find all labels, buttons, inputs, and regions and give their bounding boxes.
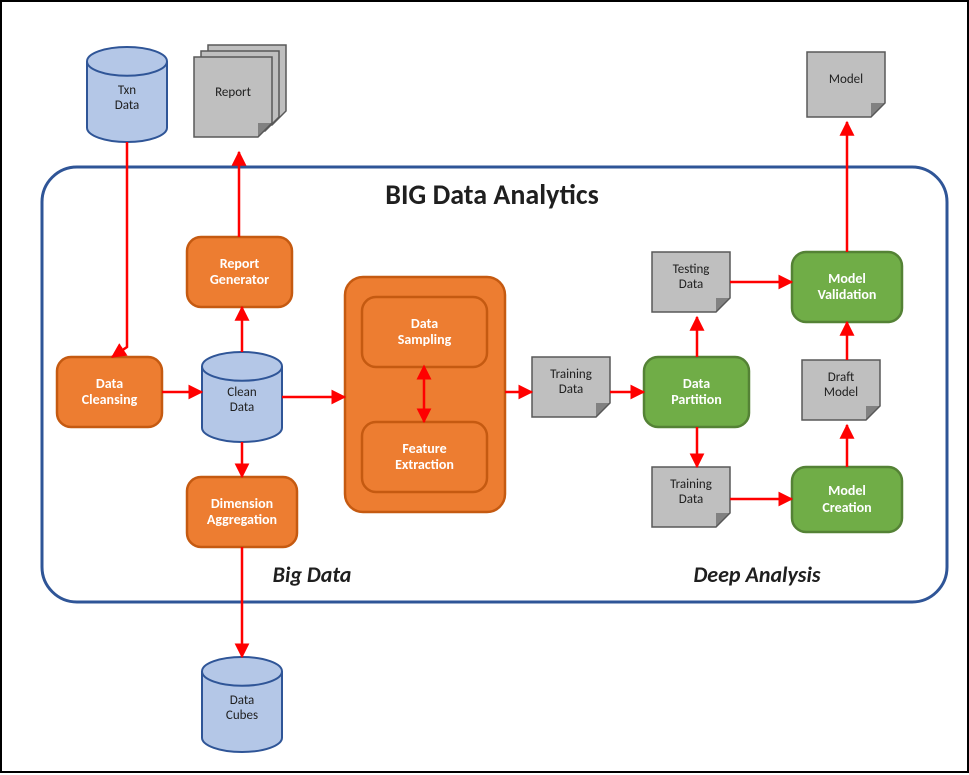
process-label-data_partition: DataPartition (644, 357, 749, 427)
cylinder-label-clean_data: CleanData (202, 369, 282, 433)
diagram-canvas: BIG Data Analytics Big Data Deep Analysis D… (0, 0, 969, 773)
cylinder-label-txn_data: TxnData (87, 64, 167, 133)
arrow-txn_data-to-data_cleansing (112, 142, 127, 357)
process-label-data_cleansing: DataCleansing (57, 357, 162, 427)
process-label-report_generator: ReportGenerator (187, 237, 292, 307)
document-label-draft_model: DraftModel (802, 360, 880, 412)
process-label-data_sampling: DataSampling (362, 297, 487, 367)
process-label-dimension_agg: DimensionAggregation (187, 477, 297, 547)
document-label-training_data: TrainingData (532, 357, 610, 409)
process-label-model_creation: ModelCreation (792, 467, 902, 532)
document-label-testing_data: TestingData (652, 252, 730, 304)
section-label-big_data: Big Data (192, 559, 432, 591)
process-label-feature_ext: FeatureExtraction (362, 422, 487, 492)
document-label-report: Report (194, 57, 272, 129)
diagram-title: BIG Data Analytics (292, 175, 692, 215)
cylinder-label-data_cubes: DataCubes (202, 674, 282, 743)
document-label-model: Model (807, 52, 885, 109)
process-label-model_validation: ModelValidation (792, 252, 902, 322)
document-label-training_data2: TrainingData (652, 467, 730, 519)
section-label-deep: Deep Analysis (637, 559, 877, 591)
